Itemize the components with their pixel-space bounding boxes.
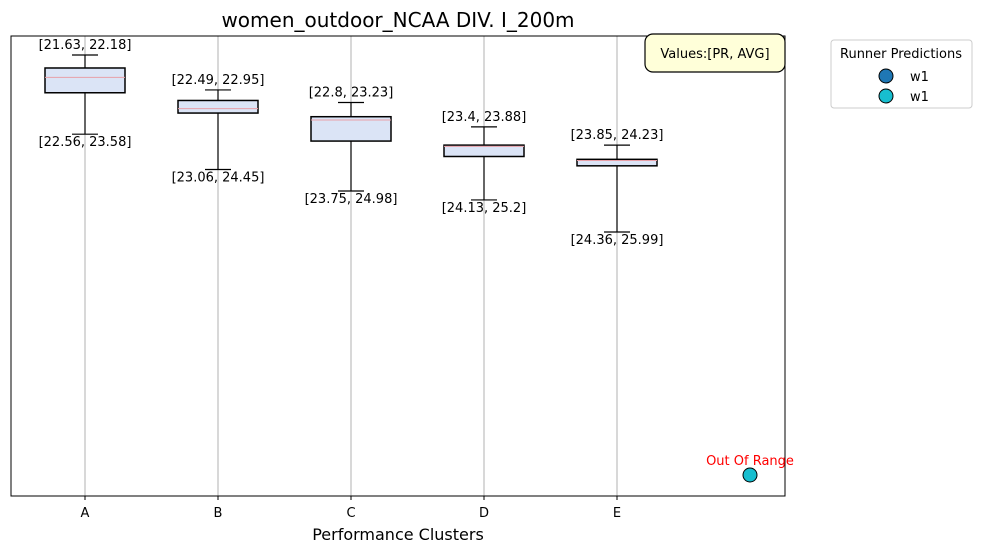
x-axis-ticks: A B C D E	[81, 496, 621, 521]
annotation-box: Values:[PR, AVG]	[644, 33, 786, 73]
out-of-range-points: Out Of Range	[706, 454, 794, 483]
x-tick-label-c: C	[346, 506, 355, 521]
legend-label-2: w1	[910, 90, 929, 105]
top-value-label-c: [22.8, 23.23]	[309, 85, 394, 100]
top-value-label-e: [23.85, 24.23]	[571, 128, 664, 143]
out-of-range-label: Out Of Range	[706, 454, 794, 469]
top-value-label-a: [21.63, 22.18]	[39, 38, 132, 53]
bottom-value-label-b: [23.06, 24.45]	[172, 170, 265, 185]
x-tick-label-a: A	[81, 506, 90, 521]
out-of-range-point	[742, 467, 758, 483]
legend-marker-1	[878, 68, 894, 84]
bottom-value-label-c: [23.75, 24.98]	[305, 192, 398, 207]
box-a	[44, 67, 126, 94]
bottom-value-label-a: [22.56, 23.58]	[39, 135, 132, 150]
box-d	[443, 144, 525, 158]
box-e	[576, 158, 658, 167]
x-tick-label-d: D	[479, 506, 489, 521]
legend-marker-2	[878, 88, 894, 104]
box-series: [21.63, 22.18] [22.56, 23.58] [22.49, 22.9…	[39, 38, 664, 248]
legend-frame	[830, 39, 973, 109]
x-tick-label-e: E	[613, 506, 621, 521]
legend-title: Runner Predictions	[840, 47, 962, 62]
bottom-value-label-e: [24.36, 25.99]	[571, 233, 664, 248]
legend-label-1: w1	[910, 70, 929, 85]
plot-area-frame	[10, 35, 786, 497]
x-tick-label-b: B	[214, 506, 223, 521]
x-axis-label: Performance Clusters	[312, 525, 484, 544]
box-c	[310, 115, 392, 142]
bottom-value-label-d: [24.13, 25.2]	[442, 201, 527, 216]
annotation-box-text: Values:[PR, AVG]	[660, 47, 769, 62]
box-b	[177, 99, 259, 114]
top-value-label-d: [23.4, 23.88]	[442, 110, 527, 125]
annotation-box-frame	[644, 33, 786, 73]
top-value-label-b: [22.49, 22.95]	[172, 73, 265, 88]
chart-title: women_outdoor_NCAA DIV. I_200m	[221, 8, 574, 32]
